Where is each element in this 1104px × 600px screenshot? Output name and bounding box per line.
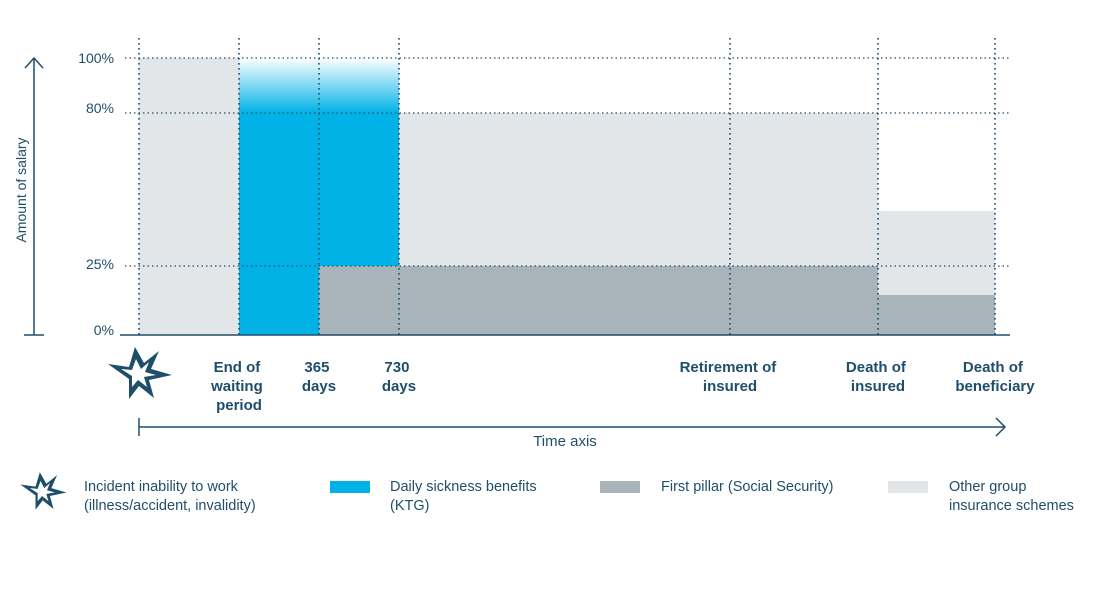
horizontal-guides (125, 57, 1010, 267)
milestone-death-insured: Death of insured (846, 359, 910, 395)
legend-incident-line-1: Incident inability to work (84, 479, 238, 495)
other-group-beneficiary-area (878, 211, 995, 295)
legend-other-group-line-1: Other group (949, 479, 1027, 495)
milestone-death-beneficiary: Death of beneficiary (955, 359, 1035, 395)
legend-ktg-line-2: (KTG) (390, 498, 430, 514)
milestone-365-days: 365 days (302, 359, 336, 395)
y-tick-25: 25% (86, 256, 114, 272)
y-axis-title: Amount of salary (13, 137, 29, 242)
y-tick-80: 80% (86, 100, 114, 116)
y-tick-0: 0% (94, 322, 114, 338)
legend-incident-line-2: (illness/accident, invalidity) (84, 498, 256, 514)
legend-other-group-line-2: insurance schemes (949, 498, 1074, 514)
legend-ktg-line-1: Daily sickness benefits (390, 479, 537, 495)
legend-first-pillar-swatch (600, 481, 640, 493)
y-tick-100: 100% (78, 50, 114, 66)
ktg-area-upper (319, 113, 399, 266)
ktg-area-full (239, 113, 319, 335)
starburst-inner (121, 359, 156, 387)
legend-other-group-swatch (888, 481, 928, 493)
other-group-main-area (399, 113, 878, 266)
milestone-730-days: 730 days (382, 359, 416, 395)
legend-starburst-icon (20, 472, 67, 510)
starburst-icon (108, 347, 172, 399)
legend-incident: Incident inability to work (illness/acci… (84, 478, 256, 516)
milestone-labels: End of waiting period 365 days 730 days … (210, 359, 1035, 414)
time-axis-title: Time axis (533, 433, 597, 450)
legend-ktg: Daily sickness benefits (KTG) (390, 478, 537, 516)
legend-ktg-swatch (330, 481, 370, 493)
first-pillar-area (319, 266, 878, 335)
milestone-end-waiting: End of waiting period (210, 359, 267, 414)
first-pillar-beneficiary-area (878, 295, 995, 335)
y-axis-arrow (24, 56, 44, 336)
legend-first-pillar: First pillar (Social Security) (661, 478, 833, 497)
milestone-retirement: Retirement of insured (680, 359, 781, 395)
time-axis-arrow (138, 417, 1007, 437)
legend-other-group: Other group insurance schemes (949, 478, 1074, 516)
ktg-gradient-area (239, 58, 399, 113)
other-group-waiting-area (139, 58, 239, 335)
legend-first-pillar-line-1: First pillar (Social Security) (661, 479, 834, 495)
